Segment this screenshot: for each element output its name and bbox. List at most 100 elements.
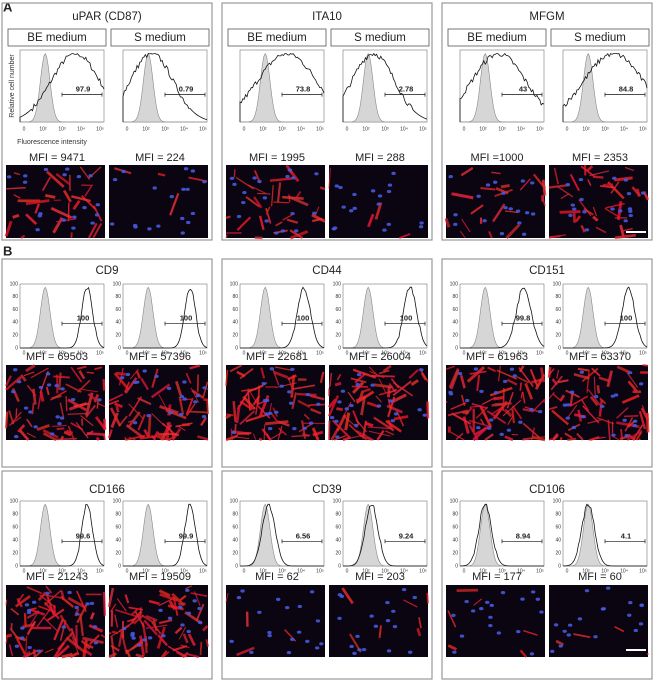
nucleus [479, 607, 484, 611]
actin-fiber [239, 410, 256, 426]
actin-fiber [410, 379, 419, 386]
mfi-label: MFI = 288 [355, 152, 405, 164]
x-tick-label: 10³ [498, 350, 506, 356]
nucleus [584, 589, 590, 593]
actin-fiber [460, 167, 474, 177]
actin-fiber [451, 412, 472, 425]
nucleus [334, 419, 339, 423]
actin-fiber [44, 648, 54, 654]
actin-fiber [4, 220, 13, 237]
nucleus [385, 619, 391, 623]
x-tick-label: 10⁴ [297, 350, 305, 356]
gate-percent: 43 [519, 85, 527, 94]
medium-box [447, 28, 547, 47]
nucleus [524, 211, 530, 215]
actin-fiber [587, 388, 602, 407]
nucleus [231, 430, 236, 434]
actin-fiber [78, 388, 98, 393]
nucleus [448, 392, 454, 396]
nucleus [156, 224, 161, 228]
actin-fiber [65, 383, 82, 393]
sample-histogram [20, 286, 105, 349]
actin-fiber [182, 633, 189, 644]
nucleus [190, 169, 196, 173]
nucleus [290, 637, 295, 641]
nucleus [142, 369, 147, 373]
actin-fiber [84, 184, 94, 197]
actin-fiber [175, 380, 183, 396]
actin-fiber [522, 422, 541, 439]
nucleus [178, 412, 184, 417]
actin-fiber [555, 639, 565, 647]
y-tick-label: 40 [115, 537, 121, 543]
nucleus [314, 172, 319, 176]
nucleus [640, 191, 646, 195]
x-tick-label: 10³ [601, 568, 609, 574]
actin-fiber [102, 378, 106, 391]
x-tick-label: 10² [259, 568, 267, 574]
actin-fiber [95, 436, 100, 442]
nucleus [24, 603, 30, 607]
actin-fiber [130, 610, 143, 624]
group-title: MFGM [529, 11, 564, 23]
y-tick-label: 0 [338, 563, 341, 569]
actin-fiber [188, 410, 209, 414]
actin-fiber [368, 366, 378, 376]
x-tick-label: 0 [566, 126, 569, 132]
x-tick-label: 10⁴ [620, 126, 628, 132]
actin-fiber [552, 393, 562, 402]
plot-frame [19, 500, 105, 567]
actin-fiber [532, 398, 546, 412]
actin-fiber [627, 380, 638, 392]
actin-fiber [131, 608, 138, 616]
nucleus [186, 611, 192, 615]
nucleus [197, 620, 203, 624]
actin-fiber [55, 644, 70, 659]
actin-fiber [185, 585, 193, 590]
actin-fiber [199, 641, 203, 656]
actin-fiber [503, 408, 513, 418]
x-tick-label: 10³ [278, 126, 286, 132]
actin-fiber [445, 400, 448, 403]
nucleus [166, 386, 172, 390]
micrograph [329, 165, 428, 238]
nucleus [315, 619, 321, 623]
actin-fiber [374, 202, 383, 220]
actin-fiber [459, 230, 466, 239]
nucleus [192, 599, 197, 603]
nucleus [268, 411, 273, 415]
nucleus [558, 644, 563, 648]
actin-fiber [547, 366, 552, 378]
y-tick-label: 100 [450, 281, 459, 287]
actin-fiber [548, 406, 558, 411]
actin-fiber [450, 402, 467, 410]
nucleus [357, 648, 362, 652]
x-axis-label: Fluorescence intensity [17, 139, 87, 146]
nucleus [489, 603, 494, 607]
nucleus [72, 215, 77, 219]
actin-fiber [20, 234, 26, 239]
nucleus [294, 229, 299, 233]
actin-fiber [553, 167, 559, 185]
sample-histogram [343, 504, 427, 567]
actin-fiber [67, 412, 86, 415]
actin-fiber [124, 437, 127, 441]
nucleus [509, 367, 515, 371]
actin-fiber [14, 595, 31, 608]
actin-fiber [461, 218, 471, 233]
nucleus [391, 609, 396, 613]
group-box [441, 470, 653, 680]
actin-fiber [274, 366, 293, 372]
x-tick-label: 10⁵ [419, 350, 427, 356]
x-tick-label: 10² [142, 126, 150, 132]
actin-fiber [614, 233, 636, 240]
x-tick-label: 10² [142, 568, 150, 574]
group-box [1, 258, 213, 468]
nucleus [577, 617, 583, 621]
plot-frame [562, 283, 648, 349]
actin-fiber [26, 586, 43, 595]
nucleus [158, 608, 163, 612]
gate-percent: 4.1 [621, 531, 631, 540]
x-tick-label: 10⁴ [297, 126, 305, 132]
